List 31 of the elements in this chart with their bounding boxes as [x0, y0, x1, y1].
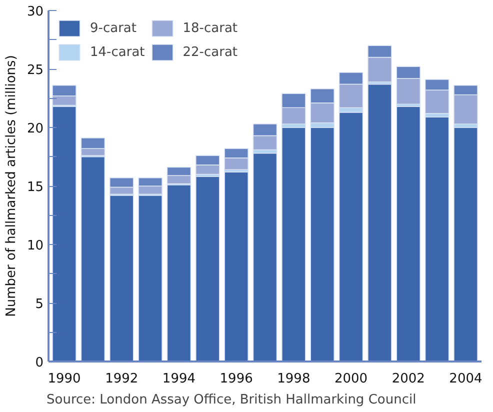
y-tick-label: 15: [26, 180, 44, 195]
y-tick-label: 30: [26, 4, 44, 20]
legend-label: 9-carat: [90, 20, 136, 36]
bar: [454, 127, 478, 362]
bar: [224, 172, 248, 362]
y-axis-title: Number of hallmarked articles (millions): [4, 55, 19, 317]
y-tick-label: 20: [26, 122, 44, 136]
bar: [282, 127, 306, 362]
y-tick-label: 25: [26, 63, 44, 78]
bar: [195, 176, 220, 362]
y-tick-label: 0: [35, 356, 44, 370]
bar: [396, 106, 421, 362]
x-tick-label: 1992: [105, 372, 138, 386]
y-tick-label: 5: [35, 297, 44, 312]
bar: [424, 116, 450, 362]
legend-label: 18-carat: [182, 20, 238, 36]
legend-label: 14-carat: [90, 44, 145, 60]
y-tick-label: 10: [26, 238, 44, 254]
bar: [252, 152, 278, 362]
x-tick-label: 1990: [48, 372, 81, 386]
x-tick-label: 1996: [220, 372, 253, 386]
bar: [368, 84, 392, 362]
x-tick-label: 2002: [392, 372, 425, 386]
x-tick-label: 1994: [162, 372, 196, 386]
x-tick-label: 2004: [449, 372, 482, 386]
legend-label: 22-carat: [182, 44, 238, 60]
bar: [310, 127, 335, 362]
source-note: Source: London Assay Office, British Hallmarking Council: [46, 392, 416, 408]
bar: [338, 112, 364, 362]
x-tick-label: 1998: [277, 372, 310, 386]
x-tick-label: 2000: [334, 372, 368, 386]
